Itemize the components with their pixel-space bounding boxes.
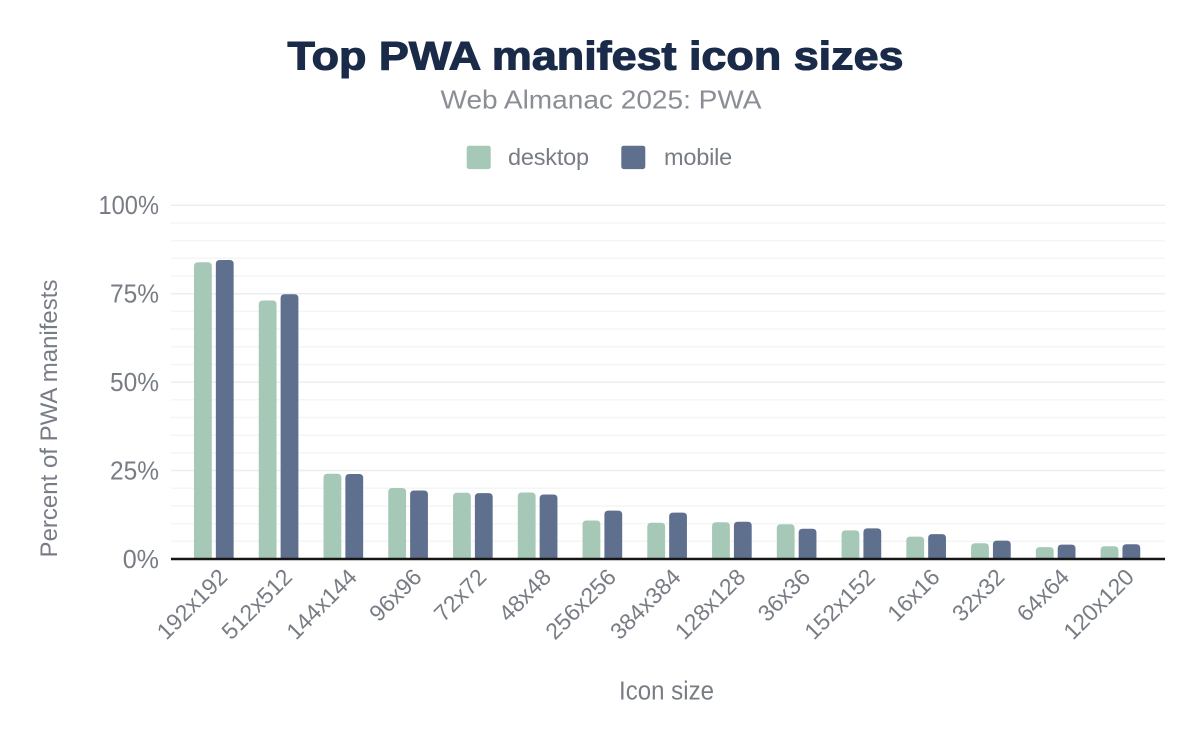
svg-text:desktop: desktop (508, 144, 589, 170)
svg-text:mobile: mobile (664, 144, 732, 170)
svg-text:0%: 0% (123, 544, 159, 574)
svg-text:25%: 25% (110, 455, 159, 485)
svg-text:Icon size: Icon size (619, 678, 714, 706)
svg-text:75%: 75% (110, 278, 159, 308)
svg-text:50%: 50% (110, 367, 159, 397)
svg-text:Web Almanac 2025: PWA: Web Almanac 2025: PWA (441, 85, 763, 115)
svg-text:100%: 100% (99, 190, 160, 220)
svg-text:Percent of PWA manifests: Percent of PWA manifests (36, 280, 63, 558)
svg-text:Top PWA manifest icon sizes: Top PWA manifest icon sizes (288, 35, 904, 79)
